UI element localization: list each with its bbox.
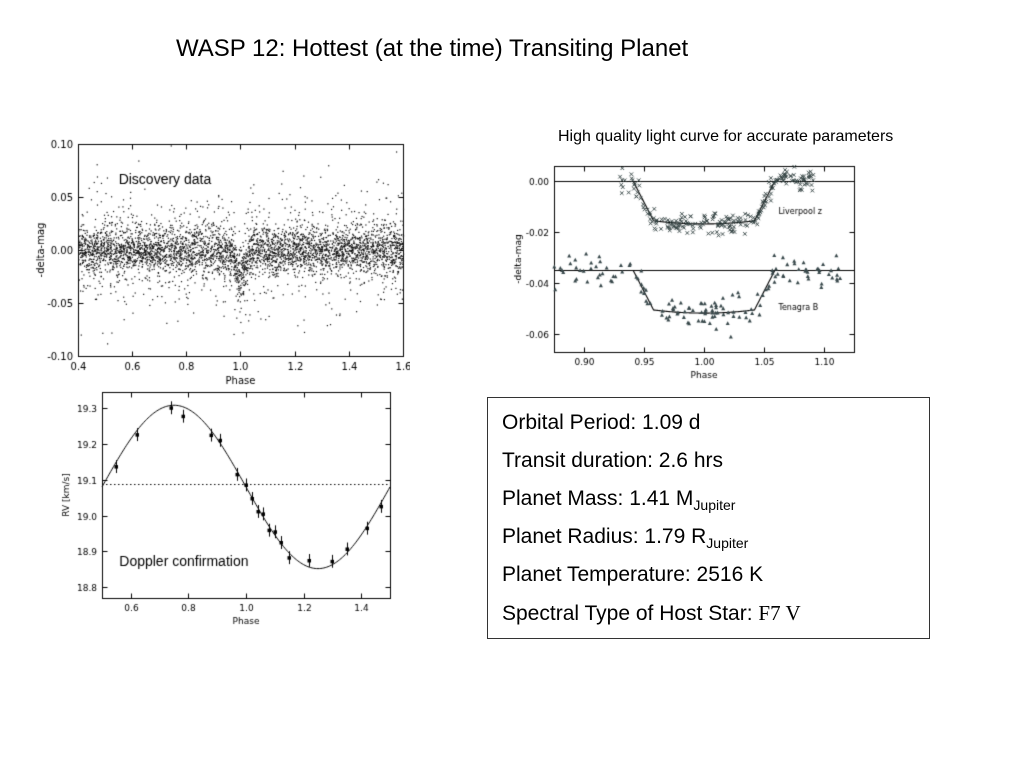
param-text: Transit duration: 2.6 hrs [502,449,723,472]
doppler-rv-chart [58,384,403,632]
param-planet-temperature: Planet Temperature: 2516 K [502,556,915,594]
planet-parameters-box: Orbital Period: 1.09 d Transit duration:… [487,397,930,639]
param-text: Planet Radius: 1.79 R [502,525,707,548]
param-spectral-type: Spectral Type of Host Star: F7 V [502,594,915,632]
param-subscript: Jupiter [706,535,749,551]
lightcurve-caption: High quality light curve for accurate pa… [558,128,894,145]
param-subscript: Jupiter [693,497,736,513]
high-quality-lightcurve-chart [512,152,877,392]
param-planet-mass: Planet Mass: 1.41 MJupiter [502,480,915,518]
param-transit-duration: Transit duration: 2.6 hrs [502,442,915,480]
param-text: Spectral Type of Host Star: [502,602,759,625]
discovery-lightcurve-chart [28,134,410,390]
slide-title: WASP 12: Hottest (at the time) Transitin… [176,35,689,62]
param-text: Orbital Period: 1.09 d [502,411,701,434]
param-spectral-value: F7 V [758,601,801,625]
param-text: Planet Temperature: 2516 K [502,563,764,586]
param-planet-radius: Planet Radius: 1.79 RJupiter [502,518,915,556]
param-orbital-period: Orbital Period: 1.09 d [502,404,915,442]
param-text: Planet Mass: 1.41 M [502,487,694,510]
